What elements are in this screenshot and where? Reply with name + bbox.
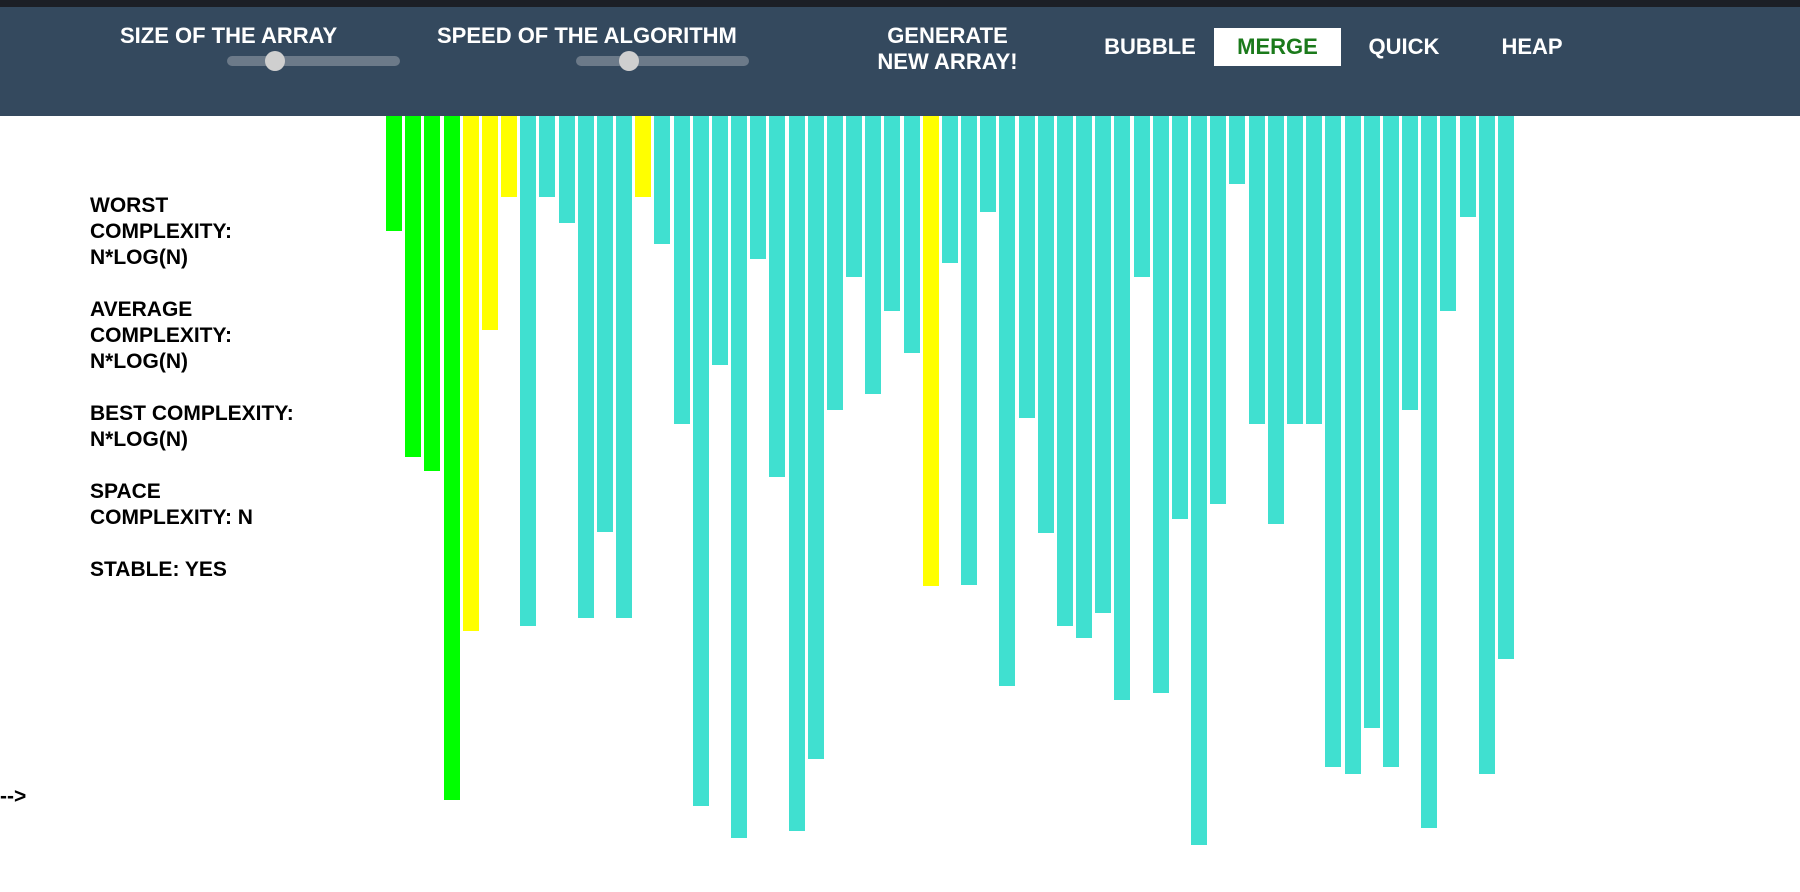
array-bar [1345,116,1361,774]
array-bar [942,116,958,263]
array-bar [1325,116,1341,767]
array-bar [1364,116,1380,728]
array-bar [520,116,536,626]
array-bar [769,116,785,477]
space-complexity-text: SPACE COMPLEXITY: N [90,480,253,529]
array-bar [1153,116,1169,693]
array-bar [1057,116,1073,626]
array-bar [750,116,766,259]
array-bar [386,116,402,231]
array-bar [635,116,651,197]
array-size-slider[interactable] [227,51,400,71]
array-bar [731,116,747,838]
array-bar [539,116,555,197]
array-bar [405,116,421,457]
array-bar [1460,116,1476,217]
array-bar [424,116,440,471]
bubble-sort-button[interactable]: BUBBLE [1104,34,1196,59]
array-bar [1498,116,1514,659]
array-bar [1402,116,1418,410]
array-bar [444,116,460,800]
array-bar [693,116,709,806]
merge-sort-button[interactable]: MERGE [1214,28,1341,66]
best-complexity-text: BEST COMPLEXITY: N*LOG(N) [90,402,294,451]
array-bar [961,116,977,585]
array-bar [674,116,690,424]
array-bar [501,116,517,197]
heap-sort-button[interactable]: HEAP [1501,34,1563,59]
array-bar [1421,116,1437,828]
array-bar [1479,116,1495,774]
array-bar [1191,116,1207,845]
array-bar [999,116,1015,686]
array-bar [808,116,824,759]
array-bar [1038,116,1054,533]
array-bar [1114,116,1130,700]
speed-of-algorithm-label: SPEED OF THE ALGORITHM [437,23,737,48]
navbar: SIZE OF THE ARRAY SPEED OF THE ALGORITHM… [0,7,1800,116]
array-bars [0,116,1800,892]
array-bar [1019,116,1035,418]
window-top-strip [0,0,1800,7]
array-bar [1383,116,1399,767]
array-bar [559,116,575,223]
array-bar [1172,116,1188,519]
array-bar [712,116,728,365]
array-bar [1210,116,1226,504]
array-bar [1287,116,1303,424]
array-bar [1440,116,1456,311]
generate-new-array-button[interactable]: GENERATE NEW ARRAY! [877,23,1018,74]
array-bar [846,116,862,277]
worst-complexity-text: WORST COMPLEXITY: N*LOG(N) [90,194,232,269]
array-bar [980,116,996,212]
array-bar [1134,116,1150,277]
stray-comment-text: --> [0,785,27,808]
array-bar [597,116,613,532]
array-bar [1229,116,1245,184]
quick-sort-button[interactable]: QUICK [1368,34,1440,59]
array-bar [884,116,900,311]
array-bar [923,116,939,586]
average-complexity-text: AVERAGE COMPLEXITY: N*LOG(N) [90,298,232,373]
array-size-slider-thumb[interactable] [265,51,286,71]
stable-text: STABLE: YES [90,558,227,581]
array-bar [789,116,805,831]
array-bar [827,116,843,410]
array-bar [578,116,594,618]
array-bar [616,116,632,618]
array-bar [482,116,498,330]
array-bar [1268,116,1284,524]
array-bar [1249,116,1265,424]
speed-slider[interactable] [576,51,749,71]
size-of-array-label: SIZE OF THE ARRAY [120,23,338,48]
array-bar [463,116,479,631]
speed-slider-thumb[interactable] [618,51,639,71]
array-bar [1095,116,1111,613]
array-bar [1076,116,1092,638]
array-bar [865,116,881,394]
array-bar [904,116,920,353]
array-bar [1306,116,1322,424]
array-bar [654,116,670,244]
